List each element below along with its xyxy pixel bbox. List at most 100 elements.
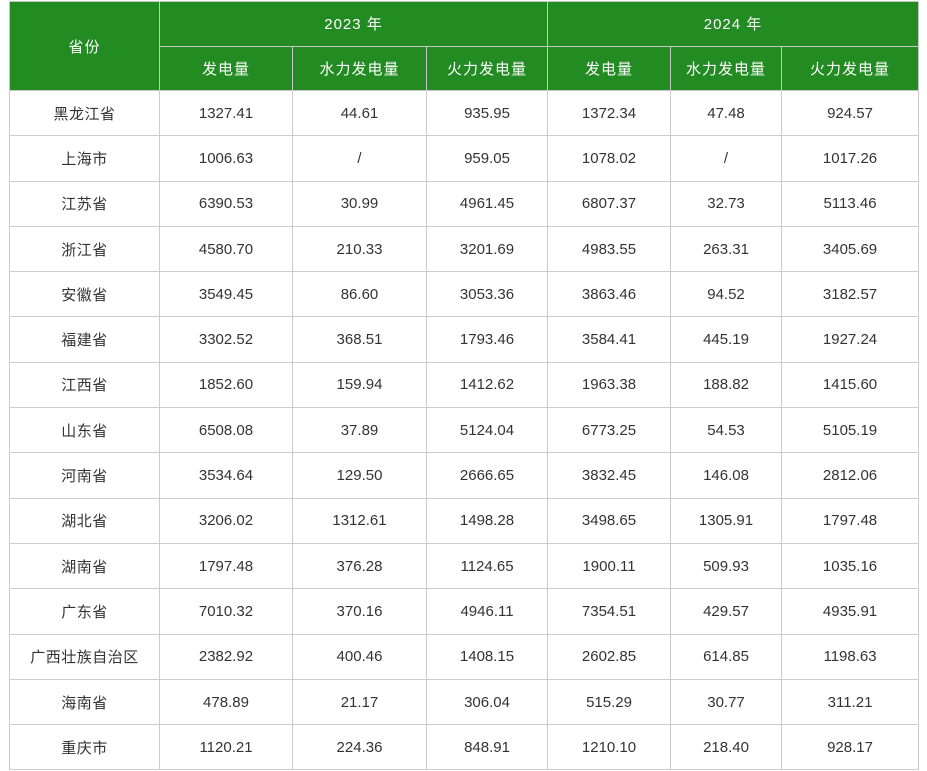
- value-cell: 21.17: [292, 678, 427, 726]
- table-row: 广西壮族自治区 2382.92 400.46 1408.15 2602.85 614.85…: [9, 633, 920, 680]
- province-cell: 黑龙江省: [9, 89, 160, 137]
- value-cell: 4983.55: [547, 225, 672, 273]
- value-cell: 3584.41: [547, 316, 672, 363]
- value-cell: 188.82: [670, 361, 783, 409]
- value-cell: 6508.08: [159, 407, 293, 454]
- value-cell: 3534.64: [159, 452, 293, 499]
- value-cell: 210.33: [292, 225, 427, 273]
- table-row: 江西省 1852.60 159.94 1412.62 1963.38 188.82 1415…: [9, 361, 920, 409]
- column-header-2023-generation: 发电量: [159, 45, 293, 91]
- electricity-generation-table: 省份 2023 年 2024 年 发电量 水力发电量 火力发电量 发电量 水力发…: [9, 1, 920, 771]
- table-row: 海南省 478.89 21.17 306.04 515.29 30.77 311.21: [9, 678, 920, 726]
- value-cell: 4580.70: [159, 225, 293, 273]
- value-cell: 129.50: [292, 452, 427, 499]
- value-cell: 7010.32: [159, 588, 293, 635]
- value-cell: 94.52: [670, 271, 783, 318]
- value-cell: 935.95: [425, 89, 549, 137]
- province-cell: 江西省: [9, 361, 160, 409]
- value-cell: 1412.62: [425, 361, 549, 409]
- value-cell: 7354.51: [547, 588, 672, 635]
- value-cell: 3201.69: [425, 225, 549, 273]
- value-cell: 1078.02: [547, 135, 672, 182]
- value-cell: 928.17: [781, 724, 920, 771]
- value-cell: 54.53: [670, 407, 783, 454]
- table-row: 广东省 7010.32 370.16 4946.11 7354.51 429.57 4935…: [9, 588, 920, 635]
- value-cell: 306.04: [425, 678, 549, 726]
- value-cell: 44.61: [292, 89, 427, 137]
- value-cell: 959.05: [425, 135, 549, 182]
- value-cell: 86.60: [292, 271, 427, 318]
- table-row: 浙江省 4580.70 210.33 3201.69 4983.55 263.31 3405…: [9, 225, 920, 273]
- value-cell: 6807.37: [547, 180, 672, 227]
- value-cell: 5105.19: [781, 407, 920, 454]
- value-cell: 3302.52: [159, 316, 293, 363]
- table-row: 福建省 3302.52 368.51 1793.46 3584.41 445.19 1927…: [9, 316, 920, 363]
- value-cell: 1927.24: [781, 316, 920, 363]
- province-cell: 广东省: [9, 588, 160, 635]
- value-cell: 4946.11: [425, 588, 549, 635]
- value-cell: 1797.48: [159, 542, 293, 590]
- value-cell: 478.89: [159, 678, 293, 726]
- value-cell: 3863.46: [547, 271, 672, 318]
- value-cell: 1006.63: [159, 135, 293, 182]
- value-cell: 2602.85: [547, 633, 672, 680]
- value-cell: 3182.57: [781, 271, 920, 318]
- value-cell: 263.31: [670, 225, 783, 273]
- table-row: 重庆市 1120.21 224.36 848.91 1210.10 218.40 928.1…: [9, 724, 920, 771]
- value-cell: 2666.65: [425, 452, 549, 499]
- province-cell: 河南省: [9, 452, 160, 499]
- value-cell: 3405.69: [781, 225, 920, 273]
- table-row: 黑龙江省 1327.41 44.61 935.95 1372.34 47.48 924.57: [9, 89, 920, 137]
- value-cell: 311.21: [781, 678, 920, 726]
- column-group-2024: 2024 年: [547, 1, 920, 47]
- value-cell: 1210.10: [547, 724, 672, 771]
- table-row: 湖南省 1797.48 376.28 1124.65 1900.11 509.93 1035…: [9, 542, 920, 590]
- province-cell: 安徽省: [9, 271, 160, 318]
- value-cell: 400.46: [292, 633, 427, 680]
- value-cell: 224.36: [292, 724, 427, 771]
- province-cell: 山东省: [9, 407, 160, 454]
- value-cell: 159.94: [292, 361, 427, 409]
- column-header-province: 省份: [9, 1, 160, 91]
- column-group-2023: 2023 年: [158, 1, 549, 47]
- value-cell: 47.48: [670, 89, 783, 137]
- value-cell: 146.08: [670, 452, 783, 499]
- value-cell: 3206.02: [159, 497, 293, 544]
- value-cell: 30.77: [670, 678, 783, 726]
- value-cell: 2382.92: [159, 633, 293, 680]
- value-cell: 1035.16: [781, 542, 920, 590]
- value-cell: 1120.21: [159, 724, 293, 771]
- table-row: 江苏省 6390.53 30.99 4961.45 6807.37 32.73 5113.4…: [9, 180, 920, 227]
- value-cell: 2812.06: [781, 452, 920, 499]
- value-cell: 1498.28: [425, 497, 549, 544]
- value-cell: 6390.53: [159, 180, 293, 227]
- value-cell: 3498.65: [547, 497, 672, 544]
- value-cell: 37.89: [292, 407, 427, 454]
- value-cell: 1017.26: [781, 135, 920, 182]
- value-cell: 376.28: [292, 542, 427, 590]
- value-cell: 1198.63: [781, 633, 920, 680]
- value-cell: 1327.41: [159, 89, 293, 137]
- table-row: 安徽省 3549.45 86.60 3053.36 3863.46 94.52 3182.5…: [9, 271, 920, 318]
- value-cell: 848.91: [425, 724, 549, 771]
- value-cell: 3549.45: [159, 271, 293, 318]
- value-cell: 3053.36: [425, 271, 549, 318]
- value-cell: 614.85: [670, 633, 783, 680]
- header-row-year-groups: 省份 2023 年 2024 年: [9, 1, 920, 91]
- value-cell: 1852.60: [159, 361, 293, 409]
- value-cell: /: [292, 135, 427, 182]
- province-cell: 福建省: [9, 316, 160, 363]
- value-cell: 4935.91: [781, 588, 920, 635]
- province-cell: 重庆市: [9, 724, 160, 771]
- province-cell: 湖北省: [9, 497, 160, 544]
- value-cell: 1305.91: [670, 497, 783, 544]
- column-header-2024-generation: 发电量: [547, 45, 672, 91]
- value-cell: 515.29: [547, 678, 672, 726]
- table-body: 黑龙江省 1327.41 44.61 935.95 1372.34 47.48 924.57…: [9, 89, 920, 771]
- column-header-2024-hydro: 水力发电量: [670, 45, 783, 91]
- value-cell: 1793.46: [425, 316, 549, 363]
- province-cell: 江苏省: [9, 180, 160, 227]
- value-cell: 1900.11: [547, 542, 672, 590]
- value-cell: 30.99: [292, 180, 427, 227]
